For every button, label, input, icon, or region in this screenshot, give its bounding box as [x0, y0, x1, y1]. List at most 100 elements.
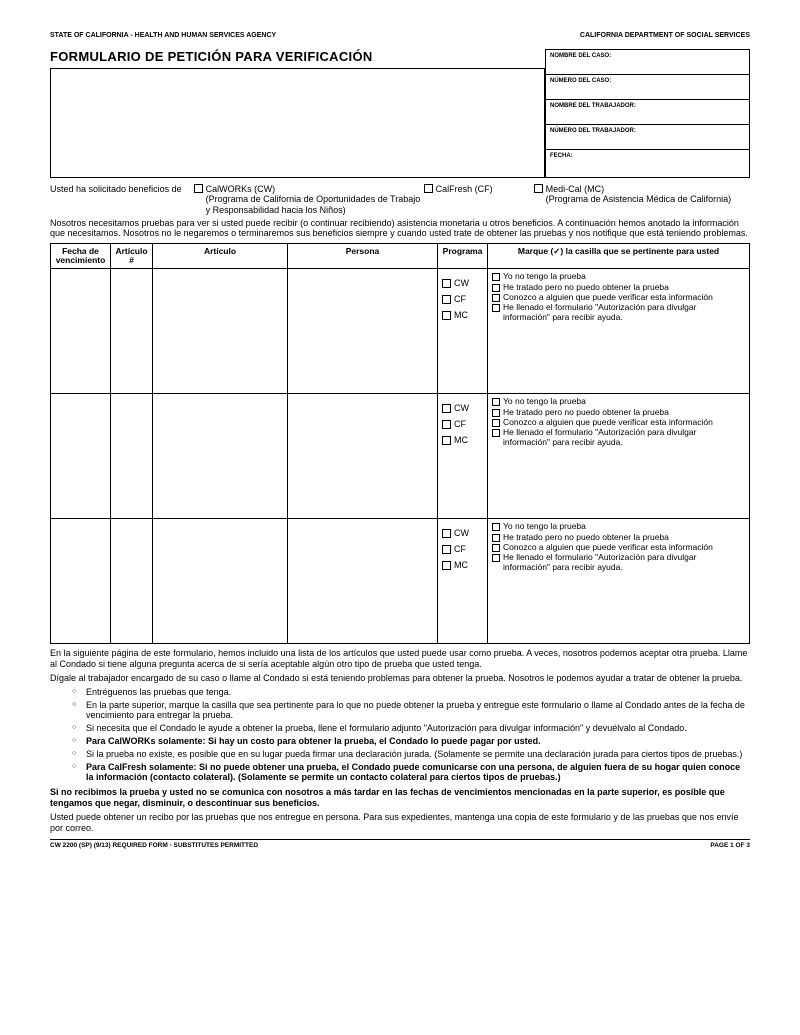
- cell-artnum[interactable]: [111, 269, 153, 394]
- bullet-4: Para CalWORKs solamente: Si hay un costo…: [72, 736, 750, 747]
- opt4-text: He llenado el formulario "Autorización p…: [503, 553, 745, 572]
- cell-artnum[interactable]: [111, 519, 153, 644]
- checkbox-mc[interactable]: [534, 184, 543, 193]
- checkbox-opt4[interactable]: [492, 429, 500, 437]
- instructions: En la siguiente página de este formulari…: [50, 648, 750, 833]
- case-info-box: NOMBRE DEL CASO: NÚMERO DEL CASO: NOMBRE…: [545, 49, 750, 178]
- bullet-6: Para CalFresh solamente: Si no puede obt…: [72, 762, 750, 784]
- intro-text: Nosotros necesitamos pruebas para ver si…: [50, 218, 750, 239]
- th-artnum: Artículo #: [111, 243, 153, 269]
- agency-left: STATE OF CALIFORNIA - HEALTH AND HUMAN S…: [50, 32, 276, 39]
- mc-sub: (Programa de Asistencia Médica de Califo…: [546, 194, 732, 204]
- opt4-text: He llenado el formulario "Autorización p…: [503, 303, 745, 322]
- checkbox-opt3[interactable]: [492, 544, 500, 552]
- mc-label: Medi-Cal (MC): [546, 184, 605, 194]
- checkbox-cw[interactable]: [194, 184, 203, 193]
- th-marque: Marque (✓) la casilla que se pertinente …: [488, 243, 750, 269]
- date-label: FECHA:: [546, 150, 749, 175]
- prog-cw: CW: [454, 403, 469, 413]
- footer-right: PAGE 1 OF 3: [710, 842, 750, 849]
- checkbox-opt2[interactable]: [492, 284, 500, 292]
- opt3-text: Conozco a alguien que puede verificar es…: [503, 293, 713, 302]
- opt1-text: Yo no tengo la prueba: [503, 272, 586, 281]
- case-name-label: NOMBRE DEL CASO:: [546, 50, 749, 75]
- worker-name-label: NOMBRE DEL TRABAJADOR:: [546, 100, 749, 125]
- opt4-text: He llenado el formulario "Autorización p…: [503, 428, 745, 447]
- cell-fecha[interactable]: [51, 519, 111, 644]
- cell-articulo[interactable]: [153, 519, 288, 644]
- cf-label: CalFresh (CF): [436, 184, 493, 194]
- checkbox-opt1[interactable]: [492, 523, 500, 531]
- checkbox-row-mc[interactable]: [442, 311, 451, 320]
- bullet-5: Si la prueba no existe, es posible que e…: [72, 749, 750, 760]
- checkbox-cf[interactable]: [424, 184, 433, 193]
- bullet-2: En la parte superior, marque la casilla …: [72, 700, 750, 722]
- case-number-label: NÚMERO DEL CASO:: [546, 75, 749, 100]
- instr-p3: Si no recibimos la prueba y usted no se …: [50, 787, 750, 809]
- prog-cw: CW: [454, 278, 469, 288]
- bullet-3: Si necesita que el Condado le ayude a ob…: [72, 723, 750, 734]
- opt1-text: Yo no tengo la prueba: [503, 522, 586, 531]
- table-row: CW CF MC Yo no tengo la prueba He tratado pe…: [51, 269, 750, 394]
- instr-p4: Usted puede obtener un recibo por las pr…: [50, 812, 750, 834]
- opt2-text: He tratado pero no puedo obtener la prue…: [503, 283, 669, 292]
- checkbox-opt1[interactable]: [492, 398, 500, 406]
- cell-programa: CWCFMC: [438, 519, 488, 644]
- cell-fecha[interactable]: [51, 269, 111, 394]
- form-title: FORMULARIO DE PETICIÓN PARA VERIFICACIÓN: [50, 49, 545, 64]
- cell-persona[interactable]: [288, 269, 438, 394]
- checkbox-row-cw[interactable]: [442, 404, 451, 413]
- bullet-1: Entréguenos las pruebas que tenga.: [72, 687, 750, 698]
- checkbox-opt2[interactable]: [492, 534, 500, 542]
- checkbox-opt4[interactable]: [492, 304, 500, 312]
- checkbox-opt3[interactable]: [492, 419, 500, 427]
- cell-persona[interactable]: [288, 394, 438, 519]
- prog-cw: CW: [454, 528, 469, 538]
- checkbox-opt1[interactable]: [492, 273, 500, 281]
- table-row: CWCFMCYo no tengo la pruebaHe tratado pe…: [51, 519, 750, 644]
- checkbox-opt2[interactable]: [492, 409, 500, 417]
- prog-mc: MC: [454, 310, 468, 320]
- checkbox-row-cf[interactable]: [442, 420, 451, 429]
- agency-right: CALIFORNIA DEPARTMENT OF SOCIAL SERVICES: [580, 32, 750, 39]
- cell-programa: CWCFMC: [438, 394, 488, 519]
- opt2-text: He tratado pero no puedo obtener la prue…: [503, 408, 669, 417]
- opt2-text: He tratado pero no puedo obtener la prue…: [503, 533, 669, 542]
- checkbox-opt4[interactable]: [492, 554, 500, 562]
- th-programa: Programa: [438, 243, 488, 269]
- cw-sub: (Programa de California de Oportunidades…: [206, 194, 421, 214]
- prog-cf: CF: [454, 544, 466, 554]
- cell-programa: CW CF MC: [438, 269, 488, 394]
- address-box[interactable]: [50, 68, 545, 178]
- checkbox-row-mc[interactable]: [442, 561, 451, 570]
- worker-number-label: NÚMERO DEL TRABAJADOR:: [546, 125, 749, 150]
- checkbox-row-cw[interactable]: [442, 529, 451, 538]
- instr-p2: Dígale al trabajador encargado de su cas…: [50, 673, 750, 684]
- cell-persona[interactable]: [288, 519, 438, 644]
- cell-options: Yo no tengo la prueba He tratado pero no …: [488, 269, 750, 394]
- checkbox-opt3[interactable]: [492, 294, 500, 302]
- cw-label: CalWORKs (CW): [206, 184, 276, 194]
- prog-cf: CF: [454, 294, 466, 304]
- cell-articulo[interactable]: [153, 269, 288, 394]
- cell-fecha[interactable]: [51, 394, 111, 519]
- benefits-lead: Usted ha solicitado beneficios de: [50, 184, 182, 194]
- checkbox-row-cf[interactable]: [442, 545, 451, 554]
- cell-options: Yo no tengo la prueba He tratado pero no …: [488, 394, 750, 519]
- th-articulo: Artículo: [153, 243, 288, 269]
- cell-artnum[interactable]: [111, 394, 153, 519]
- opt3-text: Conozco a alguien que puede verificar es…: [503, 543, 713, 552]
- opt1-text: Yo no tengo la prueba: [503, 397, 586, 406]
- prog-cf: CF: [454, 419, 466, 429]
- opt3-text: Conozco a alguien que puede verificar es…: [503, 418, 713, 427]
- table-row: CWCFMCYo no tengo la pruebaHe tratado pe…: [51, 394, 750, 519]
- th-persona: Persona: [288, 243, 438, 269]
- footer-left: CW 2200 (SP) (9/13) REQUIRED FORM - SUBS…: [50, 842, 258, 849]
- checkbox-row-cf[interactable]: [442, 295, 451, 304]
- checkbox-row-mc[interactable]: [442, 436, 451, 445]
- verification-table: Fecha de vencimiento Artículo # Artículo…: [50, 243, 750, 645]
- checkbox-row-cw[interactable]: [442, 279, 451, 288]
- cell-articulo[interactable]: [153, 394, 288, 519]
- cell-options: Yo no tengo la prueba He tratado pero no …: [488, 519, 750, 644]
- th-fecha: Fecha de vencimiento: [51, 243, 111, 269]
